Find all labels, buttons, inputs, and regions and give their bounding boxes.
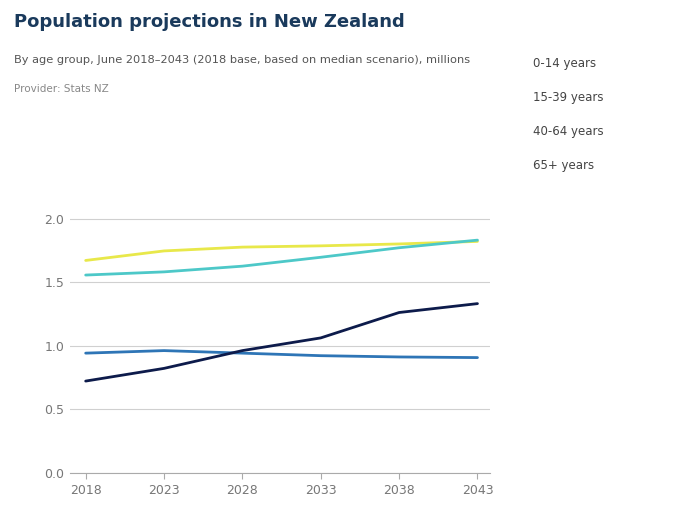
- Text: 0-14 years: 0-14 years: [533, 57, 596, 69]
- Text: Population projections in New Zealand: Population projections in New Zealand: [14, 13, 405, 31]
- Text: 65+ years: 65+ years: [533, 159, 594, 172]
- Text: Provider: Stats NZ: Provider: Stats NZ: [14, 84, 108, 94]
- Text: By age group, June 2018–2043 (2018 base, based on median scenario), millions: By age group, June 2018–2043 (2018 base,…: [14, 55, 470, 65]
- Text: figure.nz: figure.nz: [566, 23, 650, 40]
- Text: 15-39 years: 15-39 years: [533, 91, 603, 103]
- Text: 40-64 years: 40-64 years: [533, 125, 603, 138]
